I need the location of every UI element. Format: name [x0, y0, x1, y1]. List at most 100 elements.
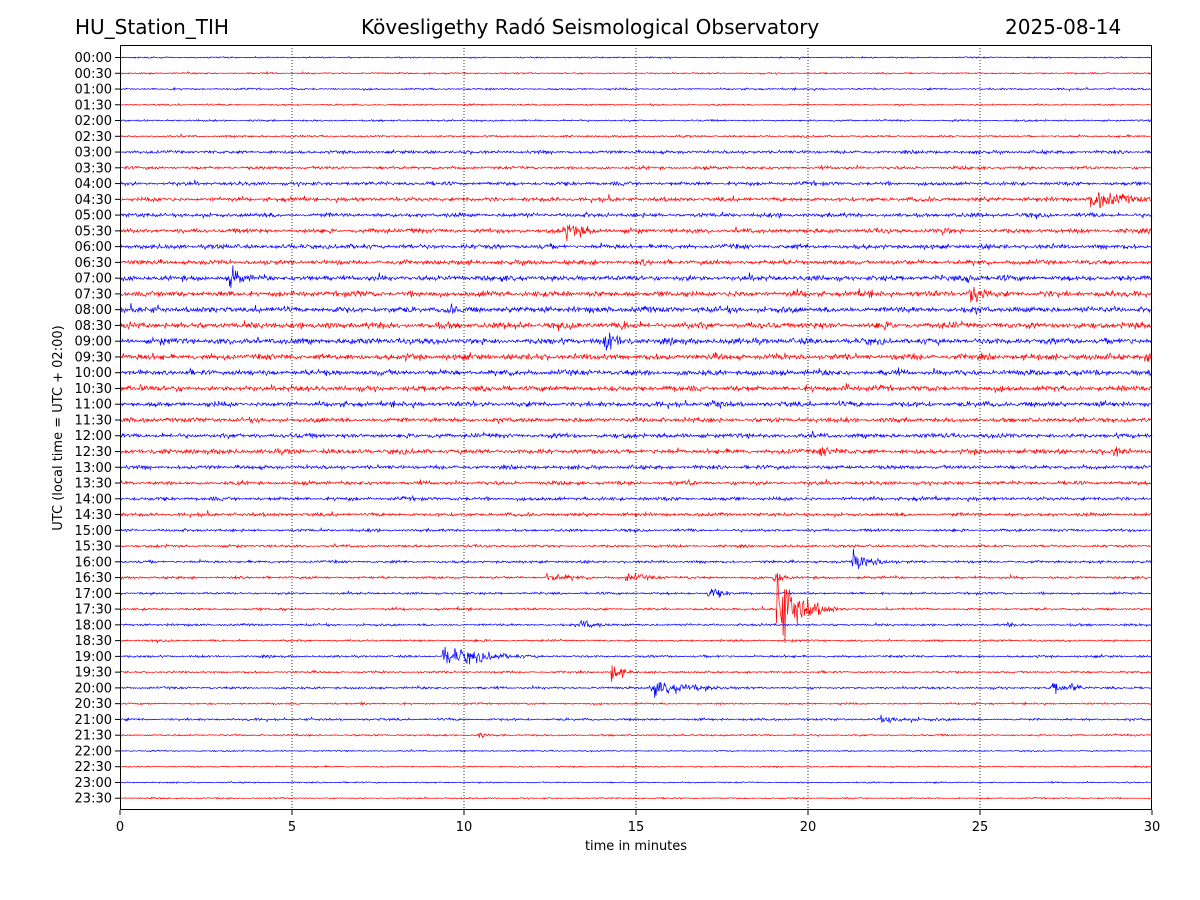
trace-row-0030 [119, 70, 1153, 75]
trace-row-1500 [119, 527, 1153, 534]
x-axis-ticks: 0 5 10 15 20 25 30 [116, 810, 1160, 835]
row-time-label: 22:30 [75, 760, 112, 775]
trace-row-0730 [119, 286, 1153, 303]
row-time-label: 13:30 [75, 477, 112, 492]
trace-row-2300 [119, 780, 1153, 785]
trace-row-0830 [119, 320, 1153, 332]
trace-row-0630 [119, 258, 1153, 267]
row-time-label: 21:30 [75, 729, 112, 744]
row-time-label: 16:30 [75, 571, 112, 586]
row-time-label: 08:00 [75, 303, 112, 318]
trace-row-0800 [120, 302, 1153, 315]
trace-row-1300 [119, 463, 1153, 471]
trace-row-1330 [119, 478, 1153, 487]
trace-row-1830 [119, 638, 1153, 644]
trace-row-2200 [119, 748, 1153, 753]
x-tick-label: 10 [456, 820, 473, 835]
trace-row-1900 [119, 646, 1153, 665]
row-time-label: 04:30 [75, 193, 112, 208]
trace-row-1000 [119, 367, 1153, 377]
x-tick-label: 5 [288, 820, 296, 835]
row-time-label: 06:30 [75, 256, 112, 271]
row-time-labels: 00:0000:3001:0001:3002:0002:3003:0003:30… [75, 51, 120, 807]
trace-row-1700 [119, 588, 1153, 598]
trace-row-1130 [119, 416, 1153, 425]
plot-frame [120, 45, 1152, 810]
trace-row-0430 [119, 192, 1153, 208]
trace-row-1230 [119, 446, 1153, 457]
trace-row-2130 [119, 732, 1153, 739]
row-time-label: 07:30 [75, 287, 112, 302]
row-time-label: 01:00 [75, 83, 112, 98]
row-time-label: 05:00 [75, 209, 112, 224]
row-time-label: 09:30 [75, 350, 112, 365]
row-time-label: 18:30 [75, 634, 112, 649]
trace-row-0600 [119, 242, 1153, 251]
trace-row-1030 [119, 383, 1153, 394]
row-time-label: 11:30 [75, 413, 112, 428]
row-time-label: 02:30 [75, 130, 112, 145]
trace-row-0130 [119, 102, 1153, 107]
row-time-label: 17:00 [75, 587, 112, 602]
row-time-label: 21:00 [75, 713, 112, 728]
trace-row-0300 [119, 148, 1153, 156]
trace-row-0900 [119, 332, 1153, 351]
trace-row-0000 [120, 55, 1153, 60]
row-time-label: 13:00 [75, 461, 112, 476]
trace-row-1800 [119, 619, 1153, 629]
trace-row-2100 [119, 714, 1153, 724]
row-time-label: 10:00 [75, 366, 112, 381]
chart-date: 2025-08-14 [1005, 15, 1122, 39]
trace-row-1600 [119, 548, 1153, 570]
x-axis-label: time in minutes [585, 839, 687, 854]
row-time-label: 23:00 [75, 776, 112, 791]
seismogram-traces [119, 55, 1153, 800]
row-time-label: 20:00 [75, 681, 112, 696]
row-time-label: 01:30 [75, 98, 112, 113]
row-time-label: 02:00 [75, 114, 112, 129]
trace-row-1630 [119, 572, 1153, 583]
trace-row-2030 [119, 700, 1153, 706]
row-time-label: 00:00 [75, 51, 112, 66]
row-time-label: 07:00 [75, 272, 112, 287]
trace-row-0530 [119, 224, 1153, 242]
row-time-label: 03:30 [75, 161, 112, 176]
trace-row-1730 [119, 572, 1153, 644]
row-time-label: 14:00 [75, 492, 112, 507]
trace-row-1430 [119, 510, 1153, 519]
trace-row-0700 [119, 265, 1153, 289]
trace-row-0500 [119, 211, 1153, 220]
row-time-label: 20:30 [75, 697, 112, 712]
trace-row-0100 [119, 86, 1153, 92]
trace-row-2000 [119, 681, 1153, 698]
chart-title: Kövesligethy Radó Seismological Observat… [361, 15, 820, 39]
row-time-label: 09:00 [75, 335, 112, 350]
trace-row-1100 [119, 399, 1153, 410]
row-time-label: 23:30 [75, 792, 112, 807]
row-time-label: 10:30 [75, 382, 112, 397]
row-time-label: 05:30 [75, 224, 112, 239]
row-time-label: 12:00 [75, 429, 112, 444]
trace-row-1930 [119, 665, 1153, 682]
row-time-label: 19:30 [75, 666, 112, 681]
row-time-label: 03:00 [75, 146, 112, 161]
x-tick-label: 0 [116, 820, 124, 835]
row-time-label: 06:00 [75, 240, 112, 255]
x-tick-label: 30 [1144, 820, 1161, 835]
row-time-label: 15:30 [75, 540, 112, 555]
x-tick-label: 15 [628, 820, 645, 835]
row-time-label: 17:30 [75, 603, 112, 618]
row-time-label: 14:30 [75, 508, 112, 523]
row-time-label: 15:00 [75, 524, 112, 539]
trace-row-1200 [119, 430, 1153, 440]
trace-row-0200 [119, 118, 1153, 123]
trace-row-0930 [119, 351, 1153, 363]
trace-row-0330 [119, 163, 1153, 172]
x-tick-label: 25 [972, 820, 989, 835]
plot-area [120, 45, 1152, 810]
row-time-label: 12:30 [75, 445, 112, 460]
row-time-label: 08:30 [75, 319, 112, 334]
trace-row-1530 [119, 542, 1153, 549]
row-time-label: 11:00 [75, 398, 112, 413]
